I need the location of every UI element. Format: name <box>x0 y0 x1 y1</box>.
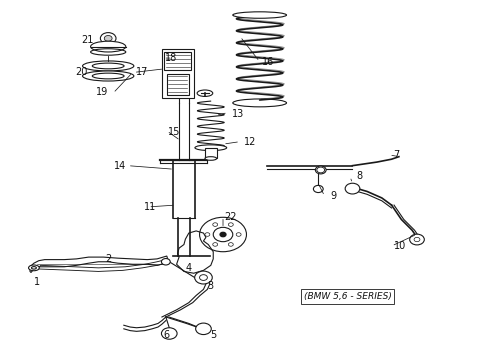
Text: 11: 11 <box>144 202 156 212</box>
Circle shape <box>213 243 218 246</box>
Ellipse shape <box>316 166 326 174</box>
Text: (BMW 5,6 - SERIES): (BMW 5,6 - SERIES) <box>304 292 392 301</box>
Ellipse shape <box>28 265 39 271</box>
Circle shape <box>410 234 424 245</box>
Text: 16: 16 <box>262 57 274 67</box>
Bar <box>164 52 191 70</box>
Text: 17: 17 <box>136 67 148 77</box>
Text: 6: 6 <box>164 330 170 340</box>
Circle shape <box>228 223 233 226</box>
Ellipse shape <box>161 258 170 265</box>
Circle shape <box>205 233 210 236</box>
Circle shape <box>414 237 420 242</box>
Circle shape <box>199 217 246 252</box>
Circle shape <box>220 232 226 237</box>
Text: 2: 2 <box>105 254 111 264</box>
Ellipse shape <box>82 71 134 81</box>
Ellipse shape <box>197 90 213 96</box>
Text: 7: 7 <box>393 150 399 160</box>
Text: 4: 4 <box>186 263 192 273</box>
Circle shape <box>345 183 360 194</box>
Ellipse shape <box>31 267 36 269</box>
Ellipse shape <box>233 99 287 107</box>
Bar <box>205 148 217 158</box>
Circle shape <box>161 328 177 339</box>
Text: 12: 12 <box>244 138 256 147</box>
Circle shape <box>236 233 241 236</box>
Text: 20: 20 <box>75 67 88 77</box>
Circle shape <box>104 36 112 41</box>
Ellipse shape <box>195 145 227 150</box>
Circle shape <box>228 243 233 246</box>
Circle shape <box>196 323 211 334</box>
Text: 13: 13 <box>232 109 244 119</box>
Text: 10: 10 <box>394 241 407 251</box>
Text: 18: 18 <box>165 53 177 63</box>
Ellipse shape <box>233 12 287 18</box>
Text: 3: 3 <box>208 281 214 291</box>
Text: 9: 9 <box>330 191 336 201</box>
Circle shape <box>195 271 212 284</box>
Text: 1: 1 <box>34 277 40 287</box>
Text: 14: 14 <box>114 161 126 171</box>
Circle shape <box>213 223 218 226</box>
Circle shape <box>213 227 233 242</box>
Circle shape <box>314 185 323 193</box>
Circle shape <box>317 167 325 173</box>
Circle shape <box>199 275 207 280</box>
Text: 15: 15 <box>168 127 180 136</box>
Text: 22: 22 <box>224 212 237 221</box>
Ellipse shape <box>92 63 124 69</box>
Ellipse shape <box>91 41 126 52</box>
Ellipse shape <box>82 61 134 71</box>
Text: 19: 19 <box>96 87 108 97</box>
Bar <box>167 74 189 95</box>
Text: 8: 8 <box>357 171 363 181</box>
Ellipse shape <box>205 157 217 160</box>
Bar <box>162 49 194 98</box>
Ellipse shape <box>92 73 124 79</box>
Text: 21: 21 <box>81 35 94 45</box>
Text: 5: 5 <box>210 330 217 340</box>
